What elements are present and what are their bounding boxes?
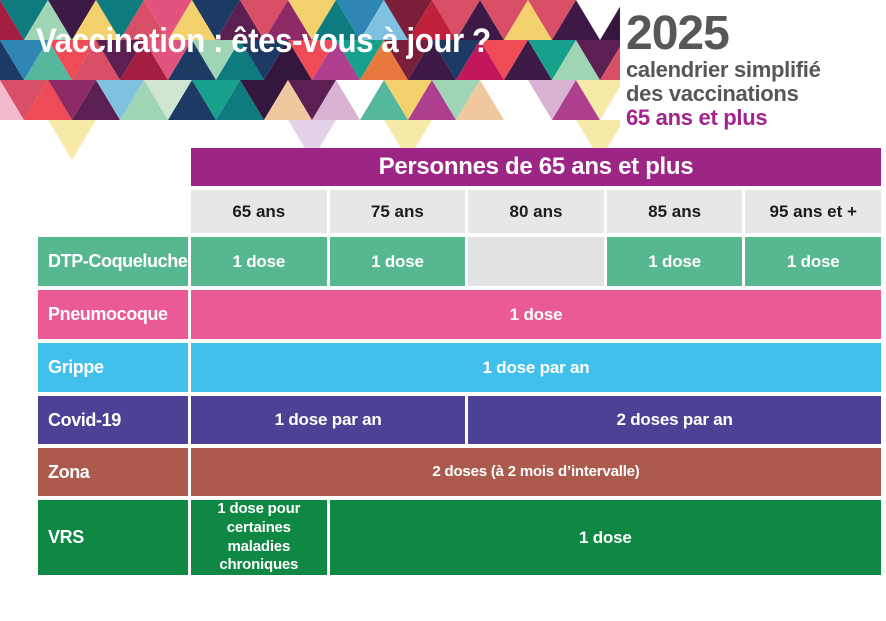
row-label: Grippe [38,343,188,392]
empty-cell [468,237,604,286]
dose-cell: 1 dose par an [191,343,881,392]
age-header: 75 ans [329,190,466,233]
row-label: Zona [38,448,188,496]
subtitle-line1: calendrier simplifié [626,57,821,82]
dose-cell: 1 dose pour certaines maladies chronique… [191,500,327,575]
dose-cell: 1 dose [606,237,743,286]
triangle-mosaic [0,0,620,160]
page-title: Vaccination : êtes-vous à jour ? [36,22,491,60]
table-title: Personnes de 65 ans et plus [191,148,881,186]
age-header: 80 ans [468,190,604,233]
audience-label: 65 ans et plus [626,105,768,130]
dose-cell: 1 dose [191,237,327,286]
row-label: Covid-19 [38,396,188,444]
row-label: Pneumocoque [38,290,188,339]
banner: Vaccination : êtes-vous à jour ? [0,0,620,165]
dose-cell: 2 doses (à 2 mois d’intervalle) [191,448,881,496]
age-header: 65 ans [191,190,327,233]
row-label: VRS [38,500,188,575]
dose-cell: 1 dose par an [191,396,466,444]
row-label: DTP-Coqueluche [38,237,188,286]
dose-cell: 1 dose [745,237,881,286]
age-header: 95 ans et + [745,190,881,233]
year-label: 2025 [626,7,730,60]
vaccine-table: Personnes de 65 ans et plus 65 ans 75 ans 8… [38,148,881,575]
dose-cell: 1 dose [191,290,881,339]
year-block: 2025 calendrier simplifié des vaccinatio… [626,10,876,130]
dose-cell: 1 dose [329,237,466,286]
age-header: 85 ans [606,190,743,233]
dose-cell: 1 dose [329,500,881,575]
dose-cell: 2 doses par an [468,396,881,444]
subtitle-line2: des vaccinations [626,81,799,106]
